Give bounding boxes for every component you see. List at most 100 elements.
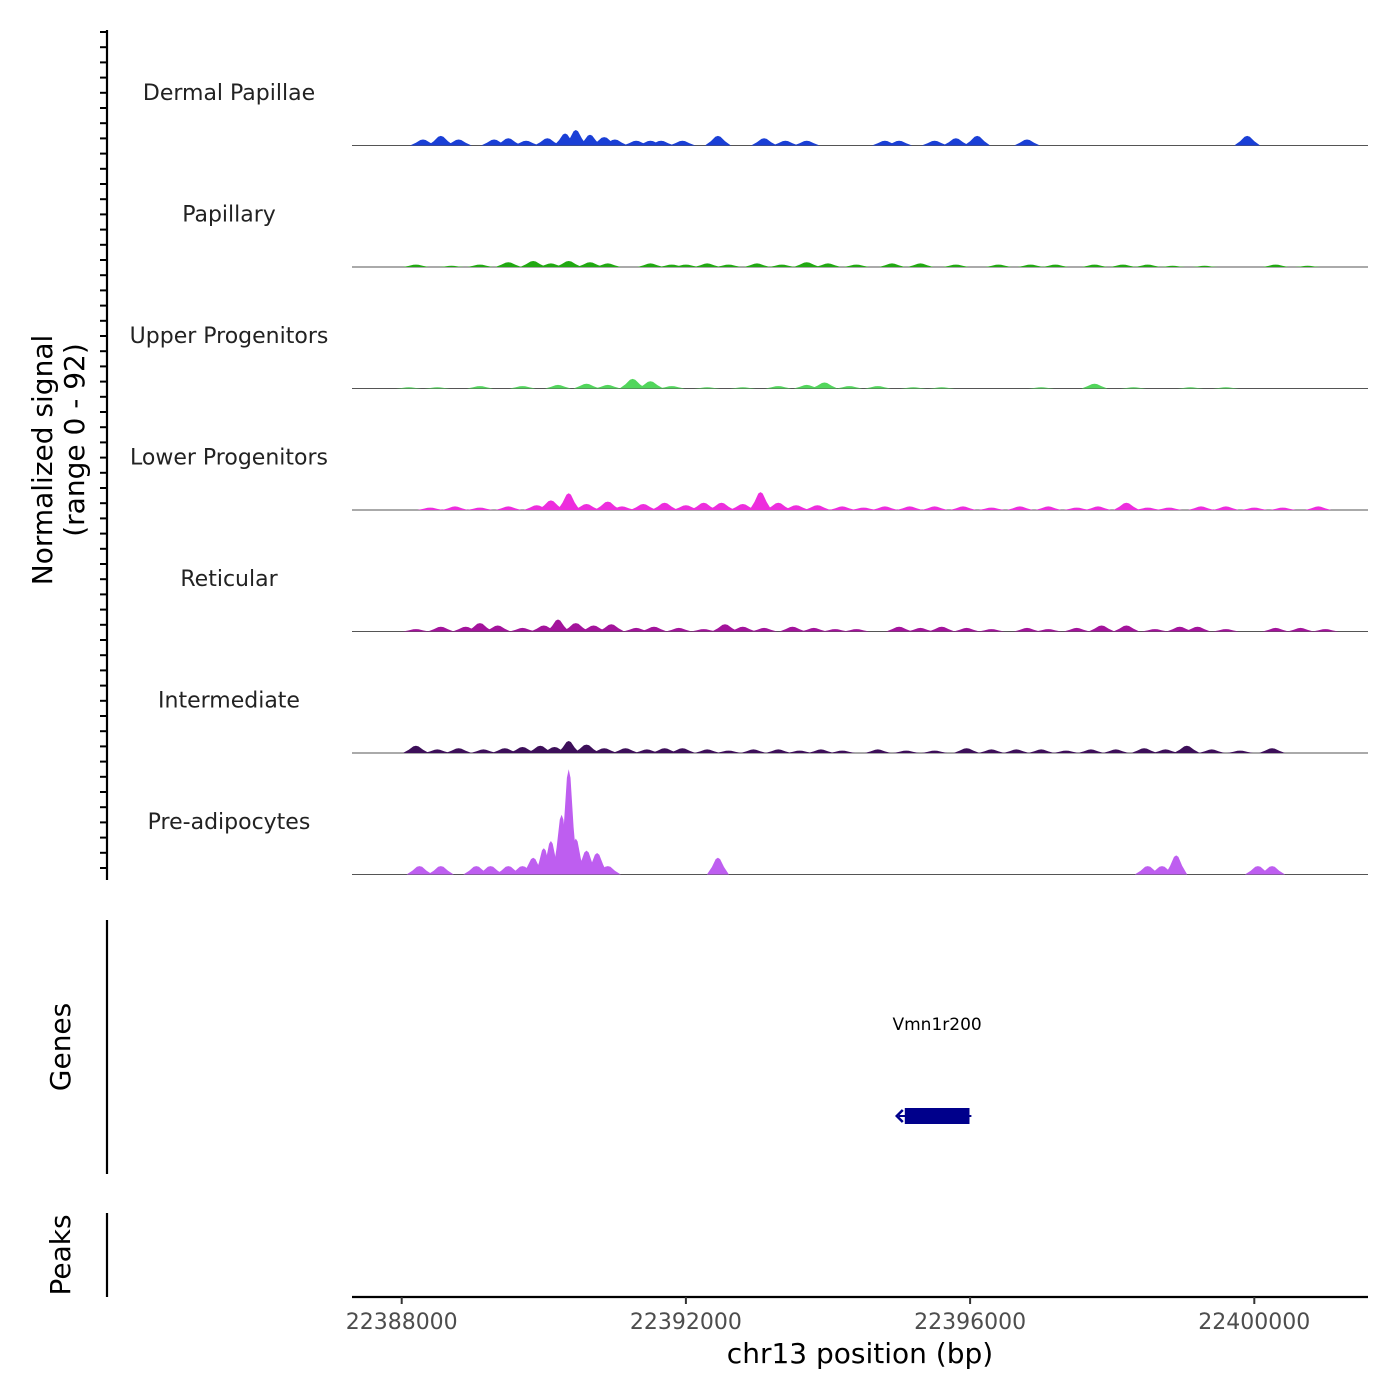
signal-peak — [1188, 506, 1214, 510]
signal-peak — [562, 623, 589, 632]
signal-peak — [811, 382, 838, 389]
signal-peak — [1294, 265, 1321, 267]
signal-peak — [921, 140, 948, 146]
signal-peak — [985, 264, 1012, 267]
signal-peak — [427, 866, 454, 875]
signal-peak — [1173, 745, 1200, 753]
signal-peak — [765, 386, 792, 389]
x-tick-label: 22396000 — [914, 1310, 1026, 1335]
signal-peak — [921, 750, 948, 753]
signal-peak — [1085, 506, 1111, 510]
signal-peak — [395, 387, 422, 389]
signal-peak — [438, 265, 465, 267]
x-axis-ticks: 22388000 22392000 22396000 22400000 — [346, 1297, 1310, 1335]
track-label: Lower Progenitors — [130, 446, 328, 471]
signal-peak — [1212, 629, 1239, 632]
signal-peak — [978, 629, 1005, 632]
track-upper-progenitors: Upper Progenitors — [130, 324, 1368, 389]
signal-peak — [672, 264, 699, 267]
signal-peak — [822, 629, 849, 632]
signal-peak — [1198, 749, 1225, 753]
signal-peak — [751, 627, 778, 632]
signal-peak — [445, 139, 472, 146]
signal-peak — [1262, 264, 1289, 267]
signal-peak — [573, 504, 600, 510]
signal-peak — [1088, 625, 1115, 632]
signal-peak — [708, 502, 735, 510]
signal-peak — [1159, 265, 1186, 267]
signal-peak — [765, 749, 792, 753]
signal-peak — [623, 627, 650, 632]
signal-peak — [509, 747, 536, 753]
track-label: Pre-adipocytes — [148, 810, 311, 835]
signal-peak — [793, 262, 820, 267]
signal-peak — [928, 626, 955, 632]
signal-peak — [712, 624, 738, 632]
signal-peak — [1081, 264, 1108, 267]
signal-peak — [442, 506, 468, 510]
signal-peak — [580, 625, 607, 632]
signal-peak — [1131, 748, 1158, 753]
gene-body — [904, 1108, 970, 1124]
signal-peak — [477, 866, 504, 875]
track-reticular: Reticular — [180, 567, 1368, 632]
track-pre-adipocytes: Pre-adipocytes — [148, 769, 1368, 875]
signal-peak — [424, 749, 451, 753]
signal-peak — [445, 748, 472, 753]
signal-peak — [534, 138, 561, 146]
x-tick-label: 22388000 — [346, 1310, 458, 1335]
signal-peak — [779, 626, 806, 632]
signal-peak — [637, 381, 664, 389]
signal-peak — [829, 506, 856, 510]
signal-peak — [402, 745, 429, 753]
signal-peak — [672, 505, 699, 510]
signal-peak — [520, 261, 547, 267]
signal-peak — [619, 378, 646, 389]
signal-peak — [1152, 749, 1179, 753]
signal-peak — [537, 263, 564, 267]
signal-peak — [1262, 627, 1289, 632]
peak-track-title: Peaks — [44, 1214, 77, 1295]
signal-peak — [564, 130, 587, 146]
signal-peak — [964, 135, 991, 146]
signal-peak — [690, 502, 717, 510]
signal-peak — [594, 263, 621, 267]
signal-peak — [879, 263, 905, 267]
signal-peak — [470, 749, 497, 753]
signal-peak — [1212, 387, 1239, 389]
signal-peak — [633, 749, 660, 753]
signal-peak — [545, 384, 571, 389]
signal-peak — [843, 629, 870, 632]
track-lower-progenitors: Lower Progenitors — [130, 446, 1368, 511]
signal-peak — [1014, 139, 1040, 146]
signal-peak — [1184, 626, 1211, 632]
signal-peak — [978, 507, 1005, 510]
signal-peak — [1006, 506, 1033, 510]
signal-peak — [907, 263, 934, 267]
signal-peak — [427, 626, 454, 632]
signal-peak — [1113, 502, 1140, 510]
signal-peak — [704, 135, 731, 146]
track-papillary: Papillary — [182, 203, 1368, 268]
signal-peak — [928, 387, 955, 389]
signal-peak — [1063, 507, 1090, 510]
signal-peak — [690, 629, 717, 632]
signal-peak — [768, 264, 795, 267]
signal-peak — [537, 500, 564, 510]
signal-peak — [886, 626, 913, 632]
signal-peak — [1166, 626, 1193, 632]
signal-peak — [793, 140, 820, 146]
signal-peak — [484, 625, 511, 632]
gene-vmn1r200: Vmn1r200 — [892, 1015, 982, 1124]
signal-peak — [694, 749, 721, 753]
signal-peak — [651, 502, 678, 510]
signal-peak — [651, 748, 678, 753]
signal-peak — [1212, 506, 1239, 510]
track-label: Upper Progenitors — [130, 324, 329, 349]
signal-peak — [1156, 507, 1183, 510]
signal-peak — [729, 504, 756, 510]
signal-peak — [1241, 507, 1268, 510]
signal-peak — [793, 384, 820, 389]
signal-peak — [1259, 748, 1286, 753]
signal-peak — [765, 502, 792, 510]
